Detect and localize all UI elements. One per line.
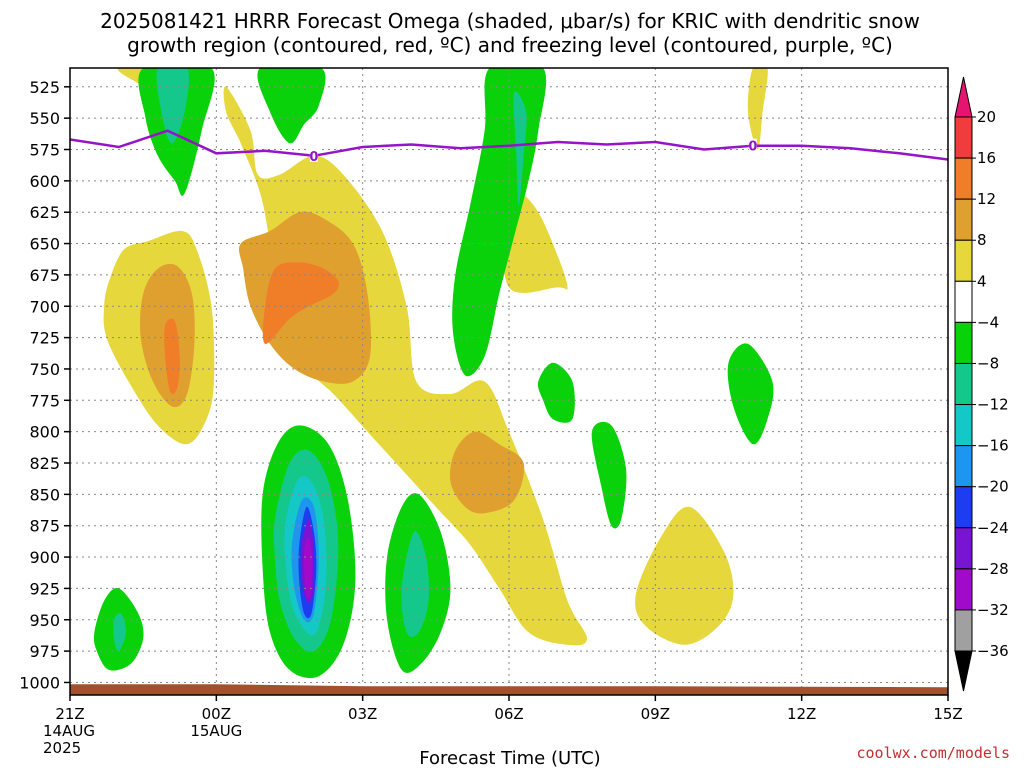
colorbar-tick-label-1: 16 bbox=[977, 149, 996, 167]
y-tick-label-700: 700 bbox=[29, 297, 60, 316]
colorbar-bin-12 bbox=[954, 609, 973, 652]
x-tick-label-6-0: 15Z bbox=[933, 705, 962, 723]
colorbar-tick-label-10: −24 bbox=[977, 519, 1009, 537]
colorbar-tick-label-3: 8 bbox=[977, 231, 987, 249]
grid-lines bbox=[70, 68, 948, 695]
colorbar-bin-3 bbox=[954, 239, 973, 282]
omega-region-29 bbox=[303, 537, 313, 599]
colorbar-tick-label-11: −28 bbox=[977, 560, 1009, 578]
freezing-label-bg-1 bbox=[748, 138, 757, 152]
omega-region-15 bbox=[513, 91, 527, 206]
credit-text: coolwx.com/models bbox=[856, 744, 1010, 762]
omega-region-10 bbox=[635, 506, 734, 645]
colorbar-tick-label-8: −16 bbox=[977, 437, 1009, 455]
omega-shading bbox=[93, 68, 774, 679]
omega-region-9 bbox=[747, 68, 768, 150]
y-tick-label-650: 650 bbox=[29, 235, 60, 254]
colorbar-tick-label-0: 20 bbox=[977, 108, 996, 126]
colorbar-bin-1 bbox=[954, 157, 973, 200]
y-tick-label-625: 625 bbox=[29, 203, 60, 222]
omega-region-20 bbox=[113, 612, 127, 652]
chart-title-line-2: growth region (contoured, red, ºC) and f… bbox=[127, 33, 893, 57]
freezing-level-label-1: 0 bbox=[748, 140, 757, 155]
colorbar-tick-label-9: −20 bbox=[977, 478, 1009, 496]
colorbar-bottom-arrow bbox=[954, 650, 973, 692]
plot-area: 00 bbox=[69, 67, 949, 696]
x-tick-label-0-0: 21Z bbox=[55, 705, 84, 723]
y-tick-label-950: 950 bbox=[29, 611, 60, 630]
colorbar-bin-8 bbox=[954, 445, 973, 488]
colorbar-bin-5 bbox=[954, 321, 973, 364]
colorbar-top-arrow bbox=[954, 76, 973, 118]
x-tick-label-4-0: 09Z bbox=[641, 705, 670, 723]
omega-region-18 bbox=[727, 343, 774, 445]
y-tick-label-975: 975 bbox=[29, 642, 60, 661]
x-axis-label: Forecast Time (UTC) bbox=[419, 748, 600, 768]
y-tick-label-825: 825 bbox=[29, 454, 60, 473]
ground-surface bbox=[70, 684, 948, 695]
colorbar-tick-label-7: −12 bbox=[977, 396, 1009, 414]
chart-title-line-1: 2025081421 HRRR Forecast Omega (shaded, … bbox=[100, 9, 920, 33]
colorbar-bin-7 bbox=[954, 404, 973, 447]
omega-region-7 bbox=[449, 431, 525, 514]
x-tick-label-0-1: 14AUG bbox=[43, 722, 95, 740]
y-axis: 525 550 575 600 625 650 675 700 725 750 775 800 825 8… bbox=[19, 78, 70, 692]
y-tick-label-900: 900 bbox=[29, 548, 60, 567]
y-tick-label-600: 600 bbox=[29, 172, 60, 191]
y-tick-label-575: 575 bbox=[29, 141, 60, 160]
colorbar-bin-0 bbox=[954, 116, 973, 159]
y-tick-label-850: 850 bbox=[29, 485, 60, 504]
y-tick-label-750: 750 bbox=[29, 360, 60, 379]
x-tick-label-1-0: 00Z bbox=[202, 705, 231, 723]
y-tick-label-525: 525 bbox=[29, 78, 60, 97]
colorbar-bin-9 bbox=[954, 486, 973, 529]
colorbar-tick-label-13: −36 bbox=[977, 642, 1009, 660]
omega-region-22 bbox=[401, 531, 429, 638]
colorbar-bin-6 bbox=[954, 362, 973, 406]
x-tick-label-3-0: 06Z bbox=[494, 705, 523, 723]
freezing-label-bg-0 bbox=[309, 148, 318, 162]
x-tick-label-1-1: 15AUG bbox=[190, 722, 242, 740]
colorbar-bin-10 bbox=[954, 527, 973, 570]
omega-region-3 bbox=[164, 318, 180, 395]
colorbar-tick-label-4: 4 bbox=[977, 272, 987, 290]
omega-region-17 bbox=[591, 421, 627, 529]
colorbar-tick-label-6: −8 bbox=[977, 354, 999, 372]
y-tick-label-775: 775 bbox=[29, 391, 60, 410]
y-tick-label-925: 925 bbox=[29, 579, 60, 598]
ground-layer bbox=[70, 684, 948, 695]
omega-region-6 bbox=[262, 262, 339, 345]
colorbar-bin-11 bbox=[954, 568, 973, 611]
colorbar-bin-2 bbox=[954, 198, 973, 241]
colorbar-tick-label-12: −32 bbox=[977, 601, 1009, 619]
y-tick-label-875: 875 bbox=[29, 517, 60, 536]
y-tick-label-800: 800 bbox=[29, 423, 60, 442]
omega-region-16 bbox=[537, 362, 575, 423]
freezing-level-line bbox=[70, 129, 948, 161]
colorbar-bin-4 bbox=[954, 280, 973, 323]
x-tick-label-2-0: 03Z bbox=[348, 705, 377, 723]
y-tick-label-725: 725 bbox=[29, 329, 60, 348]
freezing-level: 00 bbox=[70, 129, 948, 165]
x-tick-label-5-0: 12Z bbox=[787, 705, 816, 723]
y-tick-label-1000: 1000 bbox=[19, 673, 60, 692]
omega-region-12 bbox=[156, 68, 189, 144]
colorbar: 20 16 12 8 4 −4 −8 −12 −16 −20 −24 −28 −32 −36 bbox=[954, 76, 1009, 692]
freezing-level-label-0: 0 bbox=[309, 150, 318, 165]
colorbar-tick-label-5: −4 bbox=[977, 313, 999, 331]
y-tick-label-550: 550 bbox=[29, 109, 60, 128]
y-tick-label-675: 675 bbox=[29, 266, 60, 285]
colorbar-tick-label-2: 12 bbox=[977, 190, 996, 208]
x-tick-label-0-2: 2025 bbox=[43, 739, 81, 757]
